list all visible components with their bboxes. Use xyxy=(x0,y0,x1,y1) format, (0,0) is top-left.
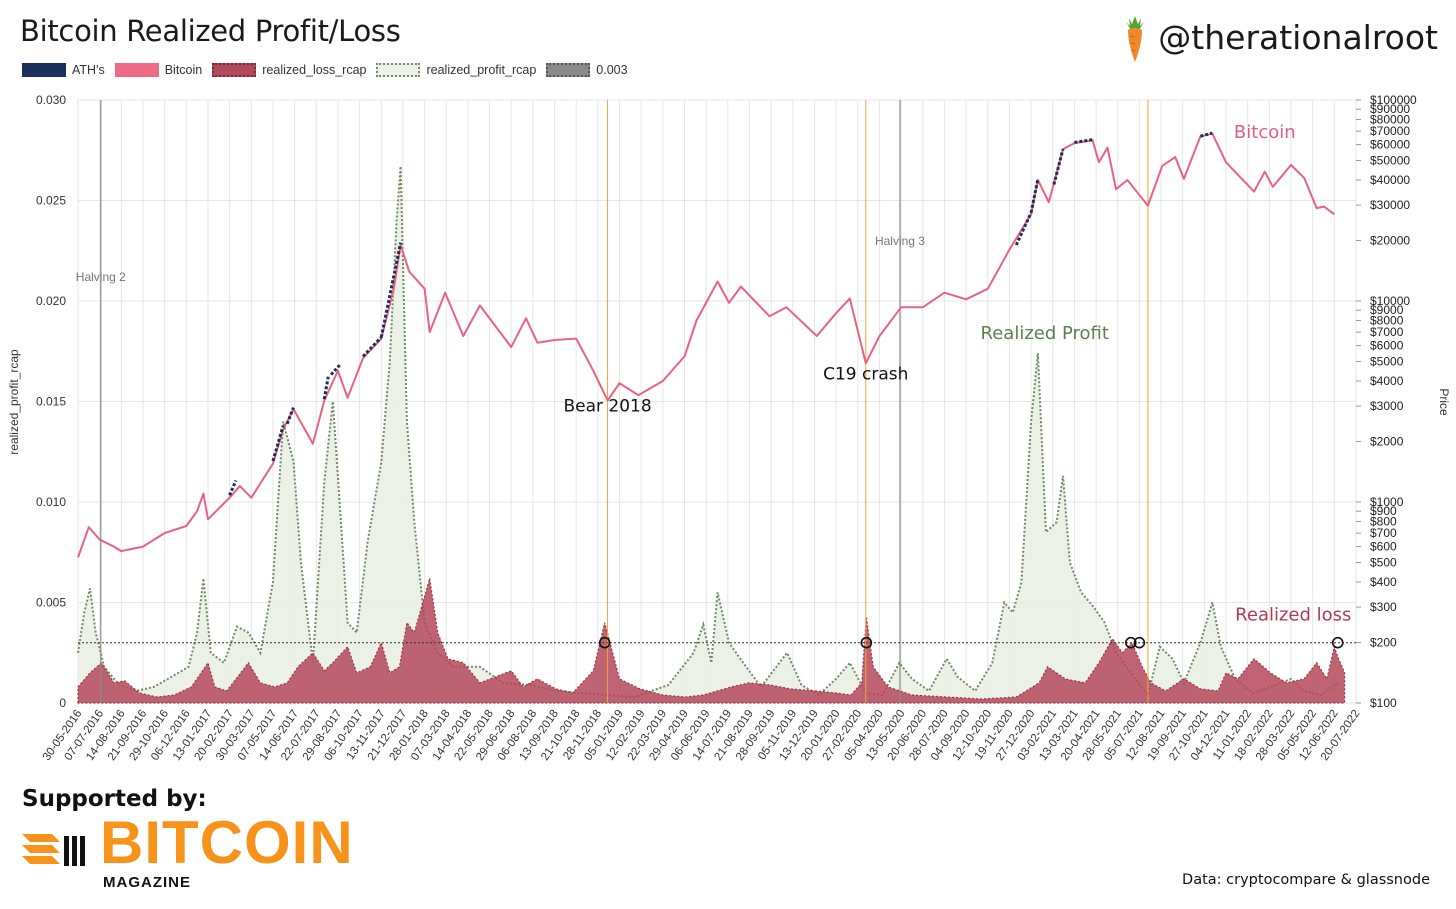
legend-label: realized_profit_rcap xyxy=(426,63,537,77)
threshold-marker xyxy=(1331,636,1344,649)
legend-swatch-realized-profit xyxy=(376,63,421,77)
ath-segment xyxy=(379,242,403,338)
supported-by-label: Supported by: xyxy=(22,786,207,812)
realized-profit-line xyxy=(77,166,1339,699)
chart-annotation: Realized Profit xyxy=(981,323,1109,344)
halving-label: Halving 3 xyxy=(875,234,925,248)
bitcoin-magazine-subtitle: MAGAZINE xyxy=(103,874,191,891)
legend-swatch-ath xyxy=(22,63,66,77)
y2-tick-label: $900 xyxy=(1370,504,1397,518)
ath-segment xyxy=(1074,138,1093,144)
ath-segment xyxy=(271,425,285,462)
realized-loss-area xyxy=(77,578,1346,704)
y-tick-label: 0.020 xyxy=(36,294,66,308)
y2-tick-label: $3000 xyxy=(1370,399,1404,413)
legend-swatch-realized-loss xyxy=(212,63,257,77)
y2-tick-label: $200 xyxy=(1370,635,1397,649)
threshold-marker xyxy=(860,636,873,649)
chart-annotation: C19 crash xyxy=(823,364,908,384)
y2-tick-label: $7000 xyxy=(1370,325,1404,339)
y2-axis-title: Price xyxy=(1437,388,1451,416)
y2-tick-label: $9000 xyxy=(1370,303,1404,317)
y2-tick-label: $700 xyxy=(1370,526,1397,540)
ath-segment xyxy=(322,376,330,400)
y2-tick-label: $50000 xyxy=(1370,154,1410,168)
data-credit: Data: cryptocompare & glassnode xyxy=(1182,872,1430,888)
y2-tick-label: $80000 xyxy=(1370,112,1410,126)
y2-tick-label: $2000 xyxy=(1370,434,1404,448)
bitcoin-magazine-wordmark: BITCOIN xyxy=(100,809,354,876)
legend-item-threshold[interactable]: 0.003 xyxy=(546,63,628,77)
ath-segment xyxy=(1199,131,1213,138)
legend-label: 0.003 xyxy=(596,63,628,77)
y2-tick-label: $800 xyxy=(1370,514,1397,528)
ath-segment xyxy=(361,336,383,358)
ath-segment xyxy=(329,364,341,376)
y2-tick-label: $8000 xyxy=(1370,313,1404,327)
ath-segment xyxy=(1052,148,1065,185)
legend-item-realized-profit[interactable]: realized_profit_rcap xyxy=(376,63,536,77)
y2-tick-label: $90000 xyxy=(1370,102,1410,116)
event-lines xyxy=(100,100,1149,703)
y2-tick-label: $400 xyxy=(1370,575,1397,589)
carrot-icon xyxy=(1126,16,1144,62)
legend-item-realized-loss[interactable]: realized_loss_rcap xyxy=(212,63,366,77)
chart-annotation: Bitcoin xyxy=(1234,122,1296,143)
y2-tick-label: $600 xyxy=(1370,540,1397,554)
ath-segment xyxy=(1029,178,1040,213)
y2-tick-label: $1000 xyxy=(1370,495,1404,509)
y-tick-label: 0.015 xyxy=(36,395,66,409)
chart-legend: ATH's Bitcoin realized_loss_rcap realize… xyxy=(22,63,638,77)
chart-annotation: Realized loss xyxy=(1235,605,1351,626)
author-handle: @therationalroot xyxy=(1158,18,1438,57)
y2-tick-label: $60000 xyxy=(1370,138,1410,152)
realized-profit-area xyxy=(78,166,1338,704)
y2-tick-label: $100000 xyxy=(1370,93,1417,107)
legend-label: realized_loss_rcap xyxy=(262,63,367,77)
threshold-marker xyxy=(598,636,611,649)
legend-swatch-threshold xyxy=(546,63,591,77)
y-tick-label: 0.030 xyxy=(36,93,66,107)
y2-tick-label: $70000 xyxy=(1370,124,1410,138)
legend-item-ath[interactable]: ATH's xyxy=(22,63,105,77)
threshold-marker xyxy=(1125,636,1137,649)
y2-tick-label: $6000 xyxy=(1370,339,1404,353)
bitcoin-magazine-logo-icon xyxy=(22,834,85,866)
y2-tick-label: $10000 xyxy=(1370,294,1410,308)
chart-title: Bitcoin Realized Profit/Loss xyxy=(20,14,401,48)
y2-tick-label: $100 xyxy=(1370,696,1397,710)
y-tick-label: 0.010 xyxy=(36,495,66,509)
ath-segment xyxy=(1014,212,1033,246)
y2-tick-label: $4000 xyxy=(1370,374,1404,388)
y2-tick-label: $30000 xyxy=(1370,198,1410,212)
bitcoin-price-line xyxy=(77,132,1335,558)
halving-label: Halving 2 xyxy=(76,270,126,284)
y-tick-label: 0.005 xyxy=(36,596,66,610)
legend-label: Bitcoin xyxy=(164,63,203,77)
ath-segment xyxy=(285,407,295,425)
threshold-marker xyxy=(1133,636,1146,649)
y-axis-title: realized_profit_rcap xyxy=(7,349,21,455)
y2-tick-label: $20000 xyxy=(1370,233,1410,247)
y2-tick-label: $5000 xyxy=(1370,355,1404,369)
annotations: Halving 2 Halving 3 Bear 2018 C19 crash Real… xyxy=(76,122,1351,649)
y-tick-label: 0.025 xyxy=(36,194,66,208)
chart-annotation: Bear 2018 xyxy=(563,397,651,417)
series-fills xyxy=(77,166,1346,704)
y2-tick-label: $40000 xyxy=(1370,173,1410,187)
y-tick-label: 0 xyxy=(59,696,66,710)
ath-segment xyxy=(228,479,238,496)
series-lines xyxy=(77,131,1356,644)
legend-swatch-bitcoin xyxy=(114,63,159,77)
legend-item-bitcoin[interactable]: Bitcoin xyxy=(114,63,203,77)
legend-label: ATH's xyxy=(72,63,105,77)
y2-tick-label: $300 xyxy=(1370,600,1397,614)
y2-tick-label: $500 xyxy=(1370,556,1397,570)
